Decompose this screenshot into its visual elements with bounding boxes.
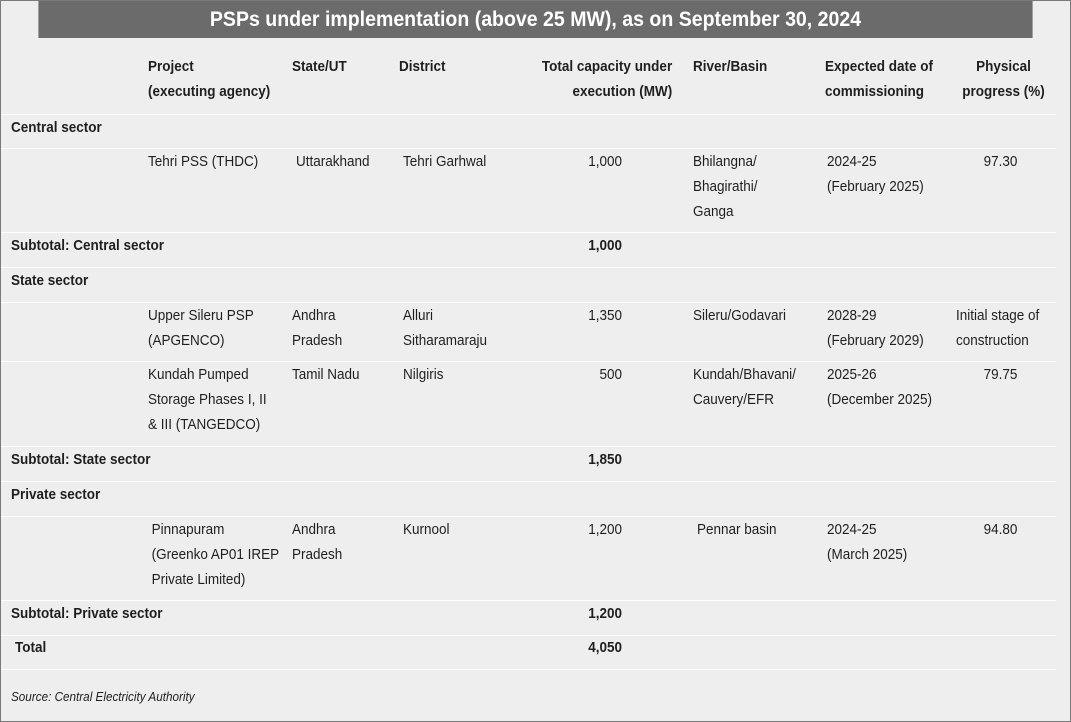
header-project: Project (executing agency) — [148, 58, 271, 100]
cell-progress: 79.75 — [983, 366, 1018, 383]
row-divider — [1, 516, 1056, 517]
cell-district: Kurnool — [403, 521, 450, 538]
cell-state: Tamil Nadu — [292, 366, 360, 383]
cell-river: Pennar basin — [697, 521, 777, 538]
cell-progress: 94.80 — [983, 521, 1018, 538]
cell-river: Sileru/Godavari — [693, 307, 787, 324]
header-district: District — [399, 58, 446, 75]
header-river: River/Basin — [693, 58, 768, 75]
subtotal-label-private: Subtotal: Private sector — [11, 605, 163, 622]
row-divider — [1, 669, 1056, 670]
cell-progress: Initial stage of construction — [956, 307, 1040, 349]
cell-capacity: 1,350 — [588, 307, 622, 324]
row-divider — [1, 148, 1056, 149]
cell-project: Upper Sileru PSP (APGENCO) — [148, 307, 254, 349]
source-note: Source: Central Electricity Authority — [11, 689, 195, 704]
total-value: 4,050 — [588, 639, 622, 656]
row-divider — [1, 267, 1056, 268]
row-divider — [1, 232, 1056, 233]
cell-project: Pinnapuram (Greenko AP01 IREP Private Li… — [151, 521, 280, 588]
subtotal-value-state: 1,850 — [588, 451, 622, 468]
row-divider — [1, 114, 1056, 115]
row-divider — [1, 481, 1056, 482]
subtotal-value-private: 1,200 — [588, 605, 622, 622]
subtotal-value-central: 1,000 — [588, 237, 622, 254]
cell-river: Kundah/Bhavani/ Cauvery/EFR — [693, 366, 796, 408]
cell-progress: 97.30 — [983, 153, 1018, 170]
cell-state: Andhra Pradesh — [292, 307, 343, 349]
section-label-state: State sector — [11, 272, 89, 289]
row-divider — [1, 361, 1056, 362]
cell-capacity: 500 — [599, 366, 622, 383]
cell-district: Nilgiris — [403, 366, 444, 383]
section-label-private: Private sector — [11, 486, 101, 503]
header-state: State/UT — [292, 58, 347, 75]
header-progress: Physical progress (%) — [962, 58, 1045, 100]
cell-project: Kundah Pumped Storage Phases I, II & III… — [148, 366, 267, 433]
cell-capacity: 1,200 — [588, 521, 622, 538]
cell-commissioning: 2028-29 (February 2029) — [827, 307, 924, 349]
cell-commissioning: 2024-25 (February 2025) — [827, 153, 924, 195]
cell-state: Uttarakhand — [296, 153, 370, 170]
cell-capacity: 1,000 — [588, 153, 622, 170]
cell-river: Bhilangna/ Bhagirathi/ Ganga — [693, 153, 758, 220]
row-divider — [1, 302, 1056, 303]
row-divider — [1, 446, 1056, 447]
cell-commissioning: 2024-25 (March 2025) — [827, 521, 908, 563]
table-title: PSPs under implementation (above 25 MW),… — [38, 1, 1033, 38]
cell-district: Alluri Sitharamaraju — [403, 307, 488, 349]
cell-state: Andhra Pradesh — [292, 521, 343, 563]
subtotal-label-central: Subtotal: Central sector — [11, 237, 165, 254]
subtotal-label-state: Subtotal: State sector — [11, 451, 151, 468]
total-label: Total — [15, 639, 47, 656]
cell-district: Tehri Garhwal — [403, 153, 487, 170]
row-divider — [1, 635, 1056, 636]
cell-project: Tehri PSS (THDC) — [148, 153, 259, 170]
header-commissioning: Expected date of commissioning — [825, 58, 934, 100]
section-label-central: Central sector — [11, 119, 102, 136]
header-capacity: Total capacity under execution (MW) — [541, 58, 673, 100]
row-divider — [1, 600, 1056, 601]
cell-commissioning: 2025-26 (December 2025) — [827, 366, 933, 408]
